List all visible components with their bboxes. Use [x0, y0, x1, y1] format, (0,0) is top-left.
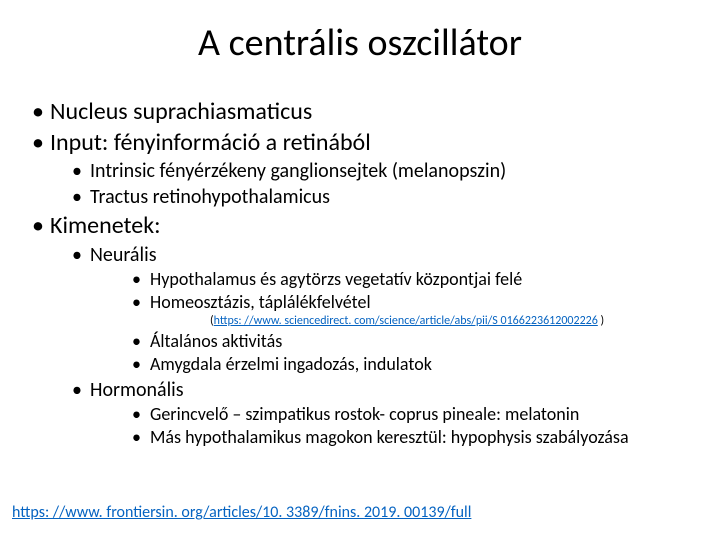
bullet-neuralis: Neurális Hypothalamus és agytörzs vegeta…: [50, 242, 690, 377]
link-paren-wrap: (https: //www. sciencedirect. com/scienc…: [150, 314, 690, 330]
bullet-altalanos: Általános aktivitás: [90, 330, 690, 353]
bullet-tractus: Tractus retinohypothalamicus: [50, 184, 690, 210]
bullet-input: Input: fényinformáció a retinából Intrin…: [30, 127, 690, 210]
bullet-kimenetek-text: Kimenetek:: [50, 211, 161, 240]
bullet-hormonalis-text: Hormonális: [90, 378, 184, 402]
bullet-list-lvl1: Nucleus suprachiasmaticus Input: fényinf…: [30, 96, 690, 450]
bullet-list-lvl2-kimenetek: Neurális Hypothalamus és agytörzs vegeta…: [50, 242, 690, 450]
bullet-intrinsic: Intrinsic fényérzékeny ganglionsejtek (m…: [50, 158, 690, 184]
bullet-neuralis-text: Neurális: [90, 243, 157, 267]
bullet-mas-hypothalamikus: Más hypothalamikus magokon keresztül: hy…: [90, 426, 690, 449]
bullet-input-text: Input: fényinformáció a retinából: [50, 128, 371, 157]
bullet-list-lvl3-hormonalis: Gerincvelő – szimpatikus rostok- coprus …: [90, 403, 690, 450]
bullet-hypothalamus: Hypothalamus és agytörzs vegetatív közpo…: [90, 268, 690, 291]
bullet-nucleus: Nucleus suprachiasmaticus: [30, 96, 690, 127]
slide-title: A centrális oszcillátor: [30, 20, 690, 66]
frontiersin-link[interactable]: https: //www. frontiersin. org/articles/…: [12, 503, 471, 522]
sciencedirect-link[interactable]: https: //www. sciencedirect. com/science…: [214, 314, 598, 328]
bottom-link-wrap: https: //www. frontiersin. org/articles/…: [12, 503, 471, 522]
bullet-amygdala: Amygdala érzelmi ingadozás, indulatok: [90, 353, 690, 376]
bullet-gerincvelo: Gerincvelő – szimpatikus rostok- coprus …: [90, 403, 690, 426]
bullet-list-lvl2-input: Intrinsic fényérzékeny ganglionsejtek (m…: [50, 158, 690, 210]
bullet-list-lvl3-neuralis: Hypothalamus és agytörzs vegetatív közpo…: [90, 268, 690, 377]
bullet-homeosztazis-text: Homeosztázis, táplálékfelvétel: [150, 291, 371, 313]
paren-close: ): [598, 314, 604, 328]
bullet-homeosztazis: Homeosztázis, táplálékfelvétel (https: /…: [90, 291, 690, 330]
bullet-hormonalis: Hormonális Gerincvelő – szimpatikus rost…: [50, 377, 690, 450]
bullet-kimenetek: Kimenetek: Neurális Hypothalamus és agyt…: [30, 210, 690, 449]
